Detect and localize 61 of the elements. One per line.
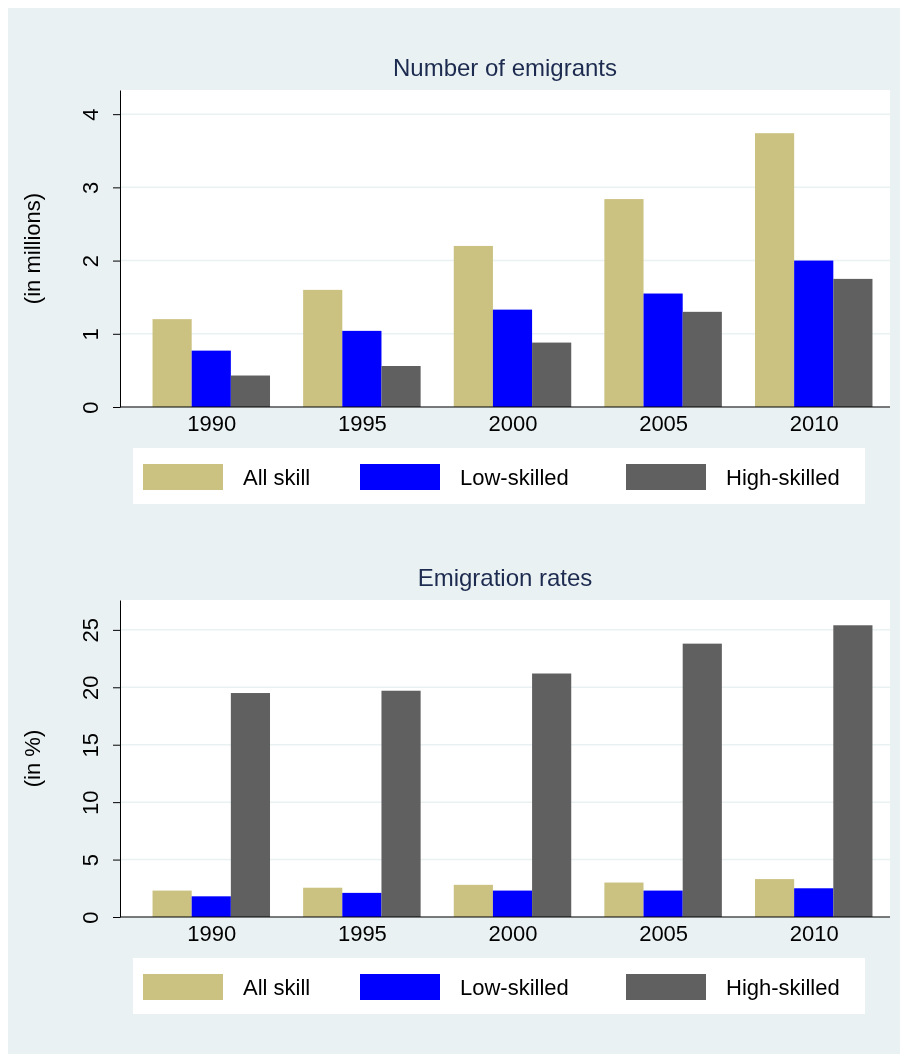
x-tick-label: 2010 xyxy=(789,410,839,436)
bar xyxy=(833,625,873,917)
legend-label: Low-skilled xyxy=(460,975,569,1000)
bar xyxy=(794,260,834,407)
x-tick-label: 1995 xyxy=(337,920,387,946)
y-tick-label: 3 xyxy=(77,181,103,194)
bar xyxy=(303,887,343,917)
bar xyxy=(342,330,382,407)
bar xyxy=(682,311,722,407)
x-tick-label: 1990 xyxy=(187,410,237,436)
y-tick-label: 10 xyxy=(77,790,103,815)
bar xyxy=(754,879,795,917)
bar xyxy=(643,293,683,407)
bar xyxy=(794,888,834,917)
y-tick-label: 0 xyxy=(77,911,103,924)
x-tick-label: 2000 xyxy=(488,920,538,946)
bar xyxy=(833,278,873,407)
bar xyxy=(604,882,644,917)
bar xyxy=(303,289,343,407)
bar xyxy=(342,892,382,917)
y-tick-label: 15 xyxy=(77,732,103,758)
y-tick-label: 4 xyxy=(77,108,103,121)
x-tick-label: 2000 xyxy=(488,410,538,436)
legend-label: All skill xyxy=(243,465,311,490)
bar xyxy=(682,643,722,917)
bar xyxy=(230,375,271,407)
y-tick-label: 1 xyxy=(77,328,103,341)
bar xyxy=(453,245,493,407)
bar xyxy=(604,199,644,407)
bar xyxy=(492,309,533,407)
y-tick-label: 2 xyxy=(77,254,103,268)
bar xyxy=(453,884,493,917)
bar xyxy=(152,319,192,407)
legend-label: Low-skilled xyxy=(460,465,569,490)
x-tick-label: 1995 xyxy=(337,410,387,436)
x-tick-label: 2005 xyxy=(639,410,689,436)
y-tick-label: 0 xyxy=(77,401,103,414)
x-tick-label: 2010 xyxy=(789,920,839,946)
bar xyxy=(492,890,533,917)
y-axis-title: (in %) xyxy=(20,729,45,788)
bar xyxy=(230,693,271,917)
x-tick-label: 1990 xyxy=(187,920,237,946)
y-tick-label: 5 xyxy=(77,853,103,867)
legend-label: All skill xyxy=(243,975,311,1000)
y-tick-label: 20 xyxy=(77,675,103,701)
y-tick-label: 25 xyxy=(77,618,103,643)
bar xyxy=(532,342,572,407)
x-tick-label: 2005 xyxy=(639,920,689,946)
bar xyxy=(191,350,231,407)
bar xyxy=(152,890,192,917)
chart-title: Number of emigrants xyxy=(392,54,618,81)
bar xyxy=(643,890,683,917)
legend-label: High-skilled xyxy=(726,465,840,490)
legend-label: High-skilled xyxy=(726,975,840,1000)
bar xyxy=(754,133,795,407)
bar xyxy=(191,896,231,917)
bar xyxy=(381,690,421,917)
bar xyxy=(381,366,421,407)
bar xyxy=(532,673,572,917)
y-axis-title: (in millions) xyxy=(20,192,45,305)
chart-title: Emigration rates xyxy=(417,564,593,591)
